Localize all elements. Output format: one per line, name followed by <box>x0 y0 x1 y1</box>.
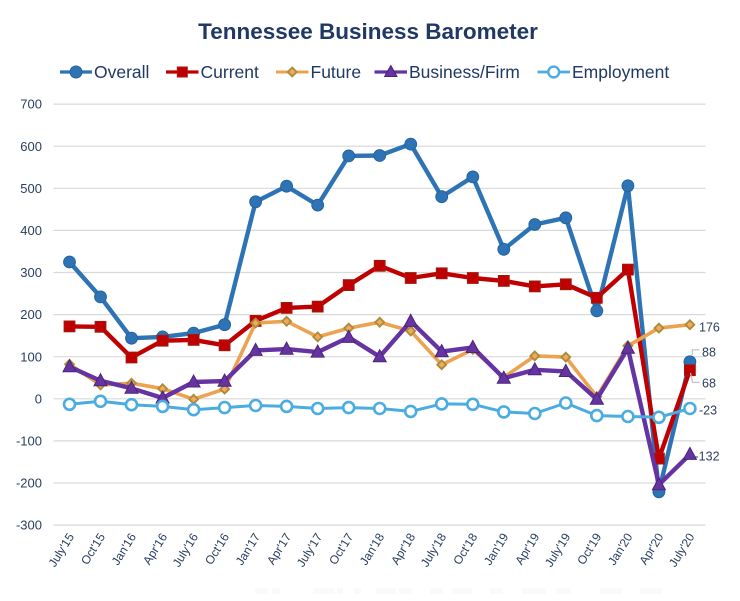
svg-text:600: 600 <box>20 139 42 154</box>
svg-text:Overall: Overall <box>94 62 149 82</box>
svg-text:88: 88 <box>702 346 716 360</box>
svg-text:500: 500 <box>20 181 42 196</box>
svg-text:Tennessee Business Barometer: Tennessee Business Barometer <box>198 19 538 44</box>
svg-text:100: 100 <box>20 349 42 364</box>
svg-text:700: 700 <box>20 97 42 112</box>
svg-text:300: 300 <box>20 265 42 280</box>
svg-text:Current: Current <box>201 62 259 82</box>
svg-text:0: 0 <box>35 391 42 406</box>
svg-text:176: 176 <box>699 321 720 335</box>
svg-text:400: 400 <box>20 223 42 238</box>
svg-text:68: 68 <box>702 377 716 391</box>
svg-text:-100: -100 <box>16 434 42 449</box>
svg-text:-200: -200 <box>16 476 42 491</box>
svg-text:-23: -23 <box>699 404 717 418</box>
svg-text:Business/Firm: Business/Firm <box>409 62 520 82</box>
svg-text:-132: -132 <box>695 450 720 464</box>
svg-text:200: 200 <box>20 307 42 322</box>
svg-text:Future: Future <box>311 62 362 82</box>
svg-text:Employment: Employment <box>572 62 669 82</box>
svg-text:-300: -300 <box>16 518 42 533</box>
